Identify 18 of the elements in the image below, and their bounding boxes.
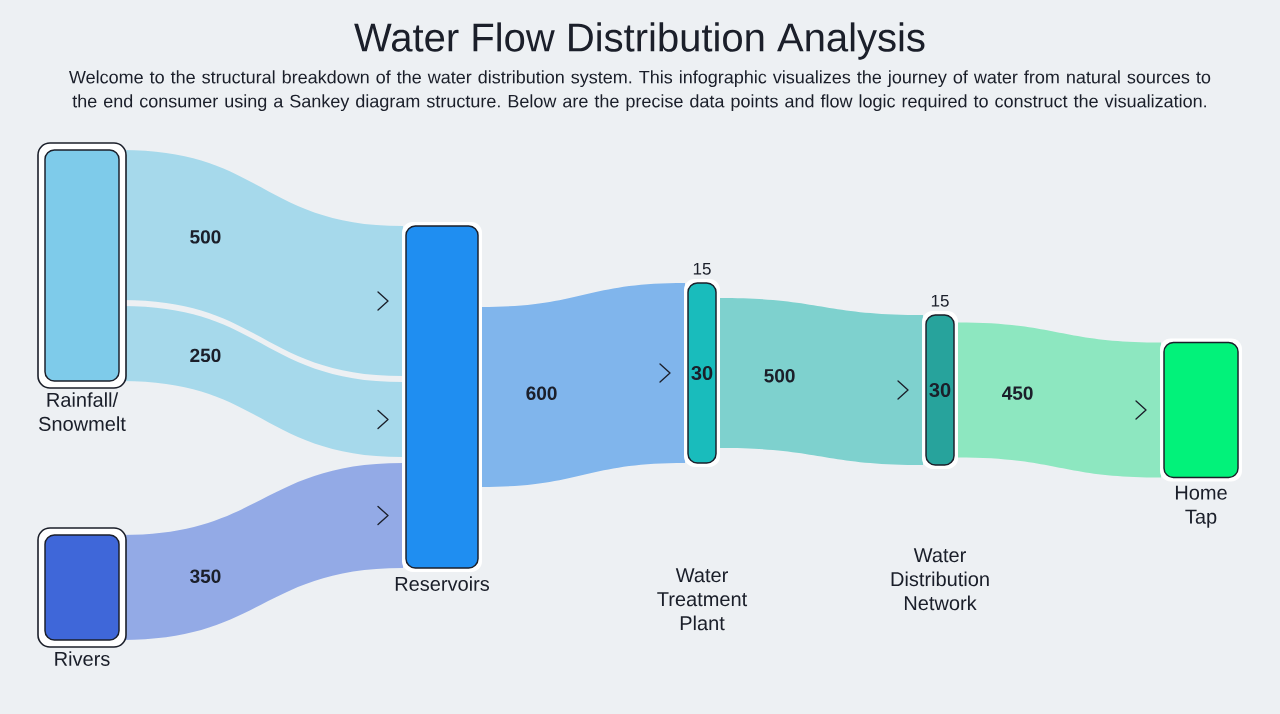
- text: 15: [693, 262, 711, 275]
- data-label: 500: [764, 368, 795, 383]
- data-label: 250: [190, 348, 221, 363]
- category-label: Home Tap: [1175, 485, 1227, 528]
- data-label: 600: [526, 386, 557, 400]
- category-label: Rainfall/ Snowmelt: [39, 392, 126, 431]
- data-label: 350: [190, 569, 221, 583]
- data-label: 30: [929, 382, 951, 398]
- category-label: Water Distribution Network: [891, 548, 989, 611]
- data-label: 450: [1002, 386, 1033, 400]
- category-label: Reservoirs: [395, 576, 490, 591]
- data-label: 500: [190, 230, 221, 244]
- text: Water Flow Distribution Analysis: [354, 22, 925, 60]
- category-label: Rivers: [55, 651, 110, 666]
- category-label: Water Treatment Plant: [657, 568, 748, 631]
- text: 15: [931, 294, 949, 307]
- data-label: 30: [691, 365, 713, 381]
- text: Welcome to the structural breakdown of the water distribution system. This infographic visualizes the journey of water from natural sources to the end consumer using a Sankey diagram structure. Below are the precise data points and flow logic required to construct the visualization.: [69, 70, 1211, 112]
